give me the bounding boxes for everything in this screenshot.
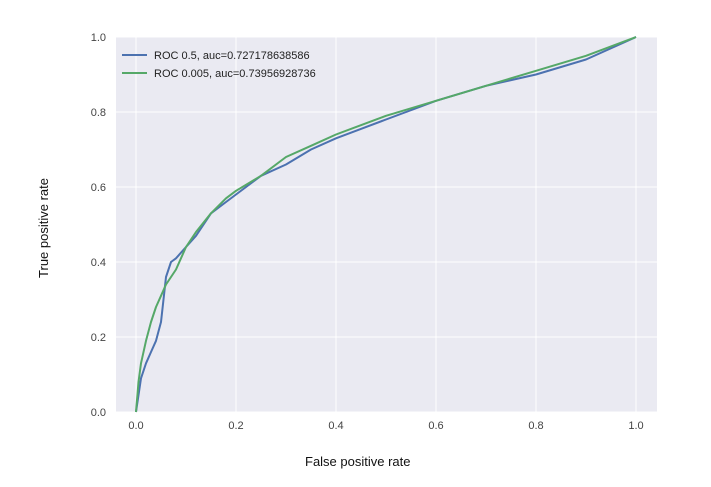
x-tick-label: 0.4 xyxy=(328,420,343,432)
tick-labels: 0.0 0.2 0.4 0.6 0.8 1.0 0.0 0.2 0.4 0.6 0.8 1.0 xyxy=(91,32,644,432)
series-group xyxy=(135,36,637,413)
series-line-roc-0-005 xyxy=(135,36,637,413)
y-tick-label: 0.4 xyxy=(91,257,106,269)
y-axis-label: True positive rate xyxy=(36,178,51,278)
x-tick-label: 0.2 xyxy=(228,420,243,432)
y-tick-label: 0.8 xyxy=(91,107,106,119)
y-tick-label: 0.6 xyxy=(91,182,106,194)
y-tick-label: 1.0 xyxy=(91,32,106,44)
x-tick-label: 0.6 xyxy=(428,420,443,432)
plot-background xyxy=(116,37,657,412)
legend-label-roc-0-005: ROC 0.005, auc=0.73956928736 xyxy=(154,68,316,80)
y-tick-label: 0.0 xyxy=(91,407,106,419)
y-tick-label: 0.2 xyxy=(91,332,106,344)
x-axis-label: False positive rate xyxy=(305,454,411,469)
grid-lines xyxy=(116,36,657,413)
x-tick-label: 0.0 xyxy=(128,420,143,432)
legend-label-roc-0-5: ROC 0.5, auc=0.727178638586 xyxy=(154,50,310,62)
legend: ROC 0.5, auc=0.727178638586 ROC 0.005, a… xyxy=(122,50,316,80)
x-tick-label: 0.8 xyxy=(528,420,543,432)
x-tick-label: 1.0 xyxy=(628,420,643,432)
